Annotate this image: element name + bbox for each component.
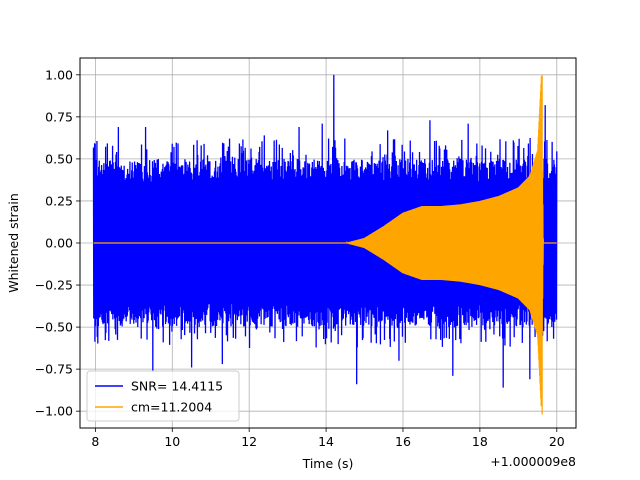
plot-area [92,74,558,415]
x-tick-label: 16 [395,434,411,449]
y-tick-label: 0.75 [45,109,73,124]
legend: SNR= 14.4115 cm=11.2004 [86,370,240,422]
y-tick-label: 0.25 [45,193,73,208]
x-tick-label: 18 [472,434,488,449]
legend-label-snr: SNR= 14.4115 [131,379,223,394]
y-tick-label: 1.00 [45,67,73,82]
y-axis-label: Whitened strain [6,193,21,292]
y-tick-label: −0.50 [35,320,73,335]
y-tick-label: −0.25 [35,278,73,293]
y-tick-label: 0.50 [45,151,73,166]
x-tick-label: 20 [549,434,565,449]
axis-ticks: 8 10 12 14 16 18 20 −1.00 −0.75 −0.50 −0.25 0.00 0.2… [35,67,565,449]
x-tick-label: 12 [241,434,257,449]
x-axis-offset-label: +1.000009e8 [490,454,576,469]
x-tick-label: 8 [91,434,99,449]
legend-box [86,370,240,422]
series-line-cm [93,74,557,415]
x-axis-label: Time (s) [302,456,354,471]
y-tick-label: −0.75 [35,362,73,377]
y-tick-label: 0.00 [45,236,73,251]
legend-label-cm: cm=11.2004 [131,400,212,415]
y-tick-label: −1.00 [35,404,73,419]
x-tick-label: 14 [318,434,334,449]
x-tick-label: 10 [164,434,180,449]
